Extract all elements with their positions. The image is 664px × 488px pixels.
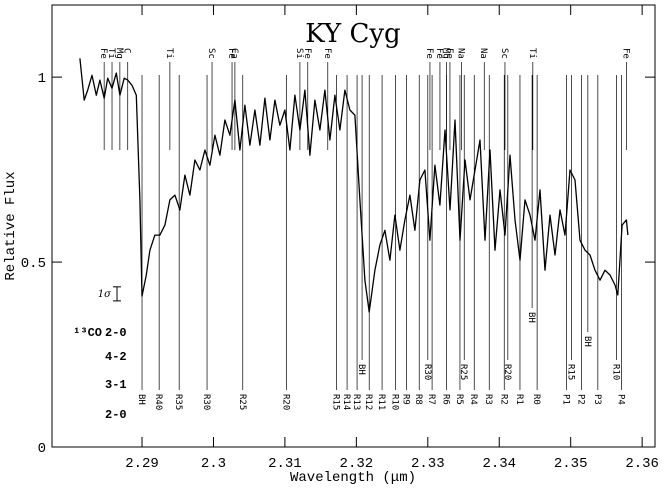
line-label: Ti — [527, 48, 537, 59]
co-line-label: R6 — [440, 394, 450, 405]
co-line-label: R4 — [468, 394, 478, 405]
x-axis-label: Wavelength (μm) — [290, 470, 416, 486]
line-label: Na — [478, 48, 488, 59]
co-line-label: R25 — [237, 394, 247, 410]
line-label: Ca — [229, 48, 239, 59]
co-line-label: R10 — [390, 394, 400, 410]
co-line-label: R1 — [514, 394, 524, 405]
line-label: Sc — [499, 48, 509, 59]
co-line-label: R10 — [610, 364, 620, 380]
co-line-label: R30 — [422, 364, 432, 380]
co-line-label: R20 — [502, 364, 512, 380]
co-line-label: R5 — [454, 394, 464, 405]
line-label: Sc — [206, 48, 216, 59]
x-tick-label: 2.32 — [340, 456, 374, 472]
co-line-label: R15 — [565, 364, 575, 380]
co-line-label: BH — [356, 364, 366, 375]
spectrum-line — [79, 58, 629, 313]
x-tick-label: 2.3 — [201, 456, 226, 472]
co-line-label: P3 — [592, 394, 602, 405]
co-line-label: P2 — [575, 394, 585, 405]
line-label: Ti — [164, 48, 174, 59]
co-line-label: P4 — [615, 394, 625, 405]
line-label: Mg — [440, 48, 450, 59]
co-line-label: R15 — [330, 394, 340, 410]
co-line-label: R20 — [280, 394, 290, 410]
co-line-label: R14 — [341, 394, 351, 410]
co-line-label: R35 — [173, 394, 183, 410]
line-label: Fe — [620, 48, 630, 59]
x-tick-label: 2.34 — [482, 456, 516, 472]
line-label: Fe — [226, 48, 236, 59]
co-line-label: R2 — [498, 394, 508, 405]
co-line-label: R3 — [483, 394, 493, 405]
co-line-label: BH — [526, 312, 536, 323]
x-tick-label: 2.36 — [625, 456, 659, 472]
co-line-label: R11 — [376, 394, 386, 410]
line-label: C — [122, 48, 132, 53]
co-line-label: R7 — [426, 394, 436, 405]
band-name: 4-2 — [105, 350, 127, 364]
co-line-label: R8 — [413, 394, 423, 405]
x-tick-label: 2.33 — [411, 456, 445, 472]
co-line-label: R25 — [458, 364, 468, 380]
co-line-label: P1 — [560, 394, 570, 405]
line-label: Fe — [322, 48, 332, 59]
line-label: Na — [455, 48, 465, 59]
line-label: Ti — [106, 48, 116, 59]
y-tick-label: 0.5 — [21, 256, 46, 272]
co-line-label: BH — [582, 336, 592, 347]
co-line-label: R12 — [363, 394, 373, 410]
line-label: Fe — [98, 48, 108, 59]
band-name: 2-0 — [105, 408, 127, 422]
plot-frame — [51, 4, 656, 448]
co-line-label: R13 — [351, 394, 361, 410]
line-label: Fe — [444, 48, 454, 59]
band-name: 2-0 — [105, 326, 127, 340]
y-tick-label: 0 — [38, 441, 46, 457]
line-label: Fe — [302, 48, 312, 59]
y-axis-label: Relative Flux — [3, 171, 19, 280]
co-line-label: R0 — [531, 394, 541, 405]
line-label: Fe — [424, 48, 434, 59]
co-line-label: BH — [136, 394, 146, 405]
error-label: 1σ — [98, 289, 112, 300]
x-tick-label: 2.31 — [268, 456, 302, 472]
co-line-label: R30 — [201, 394, 211, 410]
line-label: Si — [294, 48, 304, 59]
co-line-label: R9 — [400, 394, 410, 405]
co-line-label: R40 — [153, 394, 163, 410]
x-tick-label: 2.29 — [125, 456, 159, 472]
band-isotope: ¹³CO — [73, 326, 102, 340]
line-label: Mg — [114, 48, 124, 59]
x-tick-label: 2.35 — [554, 456, 588, 472]
band-name: 3-1 — [105, 378, 127, 392]
line-label: Fe — [434, 48, 444, 59]
chart-title: KY Cyg — [305, 19, 400, 49]
y-tick-label: 1 — [38, 71, 46, 87]
